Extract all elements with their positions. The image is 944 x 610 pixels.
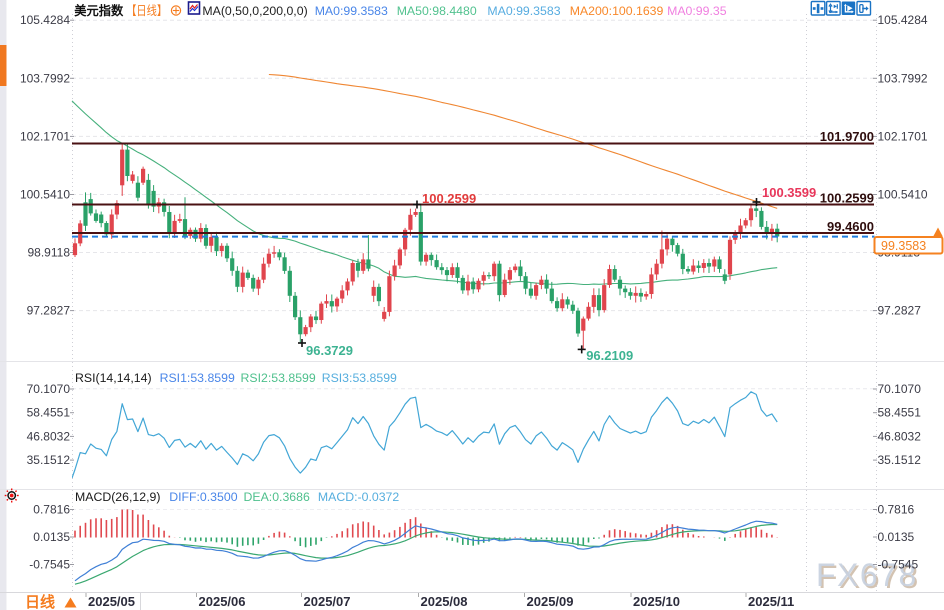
svg-text:100.3599: 100.3599 bbox=[762, 185, 816, 200]
svg-text:96.2109: 96.2109 bbox=[586, 348, 633, 363]
svg-text:FX678: FX678 bbox=[816, 557, 918, 593]
svg-text:46.8032: 46.8032 bbox=[878, 429, 922, 443]
svg-text:2025/07: 2025/07 bbox=[304, 594, 351, 609]
svg-text:RSI3:53.8599: RSI3:53.8599 bbox=[322, 371, 397, 385]
svg-text:2025/10: 2025/10 bbox=[633, 594, 680, 609]
svg-text:102.1701: 102.1701 bbox=[878, 129, 928, 143]
svg-text:2025/06: 2025/06 bbox=[199, 594, 246, 609]
svg-text:MACD:-0.0372: MACD:-0.0372 bbox=[318, 490, 399, 504]
svg-text:0.7816: 0.7816 bbox=[33, 503, 70, 517]
svg-text:2025/05: 2025/05 bbox=[88, 594, 135, 609]
svg-text:0.7816: 0.7816 bbox=[878, 503, 915, 517]
svg-text:FX678: FX678 bbox=[818, 559, 920, 595]
svg-text:103.7992: 103.7992 bbox=[20, 71, 70, 85]
svg-text:-0.7545: -0.7545 bbox=[878, 558, 919, 572]
svg-text:RSI1:53.8599: RSI1:53.8599 bbox=[160, 371, 235, 385]
svg-text:2025/09: 2025/09 bbox=[527, 594, 574, 609]
svg-text:58.4551: 58.4551 bbox=[878, 406, 922, 420]
svg-text:105.4284: 105.4284 bbox=[878, 13, 928, 27]
svg-text:DIFF:0.3500: DIFF:0.3500 bbox=[169, 490, 238, 504]
svg-text:0.0135: 0.0135 bbox=[33, 530, 70, 544]
svg-text:100.5410: 100.5410 bbox=[878, 188, 928, 202]
svg-text:2025/11: 2025/11 bbox=[748, 594, 794, 609]
svg-text:46.8032: 46.8032 bbox=[27, 429, 71, 443]
svg-text:DEA:0.3686: DEA:0.3686 bbox=[244, 490, 310, 504]
svg-text:美元指数: 美元指数 bbox=[74, 3, 123, 18]
svg-text:RSI(14,14,14): RSI(14,14,14) bbox=[75, 371, 152, 385]
svg-text:97.2827: 97.2827 bbox=[878, 304, 922, 318]
svg-text:MA50:98.4480: MA50:98.4480 bbox=[397, 4, 477, 18]
svg-text:2025/08: 2025/08 bbox=[421, 594, 468, 609]
svg-text:日线: 日线 bbox=[25, 593, 55, 610]
svg-text:100.2599: 100.2599 bbox=[820, 190, 874, 205]
svg-text:0.0135: 0.0135 bbox=[878, 530, 915, 544]
svg-text:70.1070: 70.1070 bbox=[27, 382, 71, 396]
svg-text:98.9118: 98.9118 bbox=[28, 246, 71, 260]
svg-text:97.2827: 97.2827 bbox=[27, 304, 71, 318]
svg-text:MA(0,50,0,200,0,0): MA(0,50,0,200,0,0) bbox=[202, 4, 307, 18]
svg-text:35.1512: 35.1512 bbox=[27, 453, 71, 467]
svg-text:58.4551: 58.4551 bbox=[27, 406, 71, 420]
svg-text:【日线】: 【日线】 bbox=[126, 4, 167, 18]
svg-text:35.1512: 35.1512 bbox=[878, 453, 922, 467]
svg-text:MACD(26,12,9): MACD(26,12,9) bbox=[75, 490, 160, 504]
svg-text:102.1701: 102.1701 bbox=[20, 129, 70, 143]
svg-text:-0.7545: -0.7545 bbox=[29, 558, 70, 572]
svg-text:MA200:100.1639: MA200:100.1639 bbox=[570, 4, 664, 18]
svg-text:MA0:99.35: MA0:99.35 bbox=[667, 4, 727, 18]
svg-text:RSI2:53.8599: RSI2:53.8599 bbox=[241, 371, 316, 385]
svg-text:96.3729: 96.3729 bbox=[306, 343, 353, 358]
svg-text:103.7992: 103.7992 bbox=[878, 71, 928, 85]
svg-text:105.4284: 105.4284 bbox=[20, 13, 70, 27]
svg-text:100.5410: 100.5410 bbox=[20, 188, 70, 202]
svg-text:70.1070: 70.1070 bbox=[878, 382, 922, 396]
svg-text:MA0:99.3583: MA0:99.3583 bbox=[487, 4, 560, 18]
svg-text:MA0:99.3583: MA0:99.3583 bbox=[315, 4, 388, 18]
svg-text:100.2599: 100.2599 bbox=[422, 191, 476, 206]
svg-text:99.3583: 99.3583 bbox=[881, 239, 926, 253]
svg-text:99.4600: 99.4600 bbox=[827, 219, 874, 234]
svg-text:101.9700: 101.9700 bbox=[820, 129, 874, 144]
